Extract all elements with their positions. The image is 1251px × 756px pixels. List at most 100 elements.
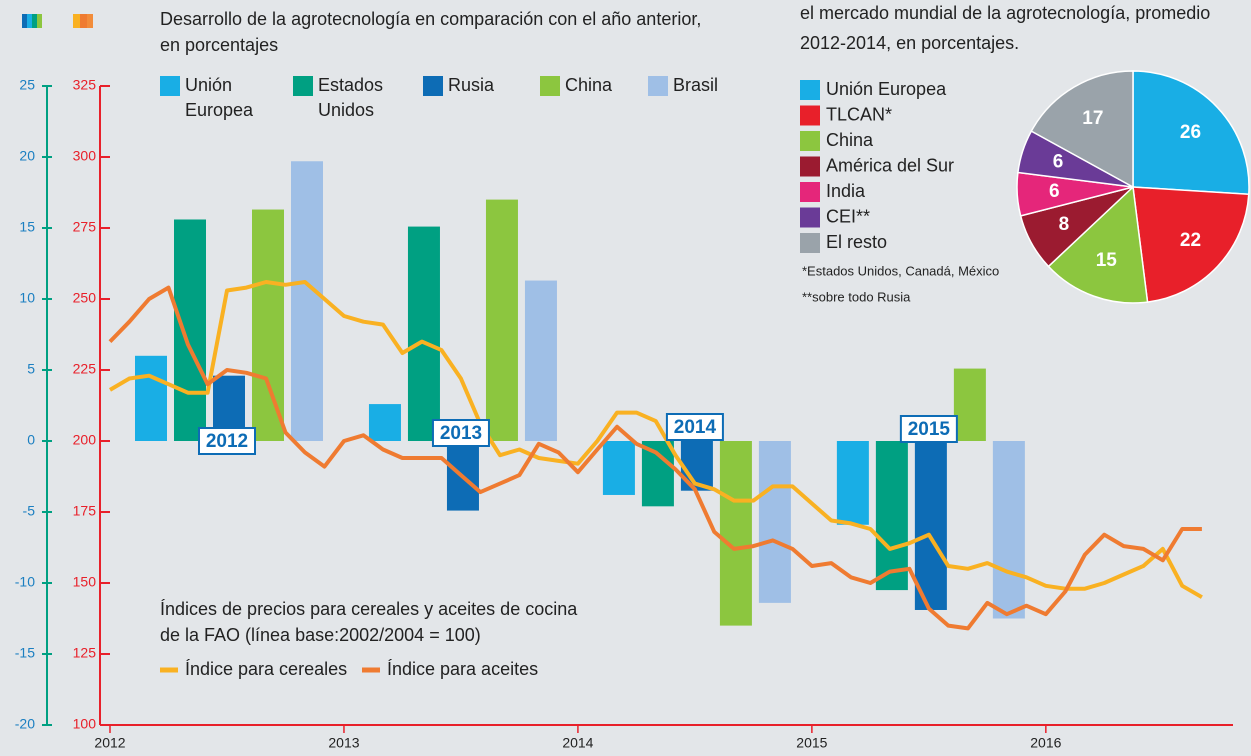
bar (485, 199, 518, 441)
y2-tick-label: 275 (73, 219, 97, 235)
legend-label: Índice para cereales (185, 659, 347, 679)
legend-label: Índice para aceites (387, 659, 538, 679)
title-line: Desarrollo de la agrotecnología en compa… (160, 9, 701, 29)
y2-tick-label: 175 (73, 503, 97, 519)
pie-slice (1047, 185, 1149, 304)
y2-tick-label: 100 (73, 716, 97, 732)
legend-swatch (800, 105, 820, 126)
x-tick-label: 2016 (1030, 735, 1061, 751)
legend-swatch (648, 76, 668, 96)
legend-label: América del Sur (826, 155, 954, 175)
pie-slice (1030, 70, 1134, 189)
bar (602, 441, 635, 495)
legend-swatch (160, 76, 180, 96)
y-tick-label: -5 (23, 503, 36, 519)
legend-label: Rusia (448, 75, 495, 95)
bar (719, 441, 752, 626)
title-line: 2012-2014, en porcentajes. (800, 33, 1019, 53)
y2-tick-label: 225 (73, 361, 97, 377)
bar (875, 441, 908, 591)
legend-swatch (800, 131, 820, 151)
legend-label: Unión Europea (185, 75, 254, 120)
legend-label: El resto (826, 232, 887, 252)
pie-label: 26 (1180, 122, 1201, 143)
y-tick-label: -10 (15, 574, 35, 590)
y2-tick-label: 125 (73, 645, 97, 661)
year-box (198, 427, 256, 455)
title-line: el mercado mundial de la agrotecnología,… (800, 3, 1210, 23)
legend-label: Unión Europea (826, 79, 947, 99)
pie-label: 8 (1059, 214, 1070, 235)
y-tick-label: 25 (19, 77, 35, 93)
year-label: 2014 (674, 417, 717, 438)
legend-swatch (800, 233, 820, 253)
pie-label: 22 (1180, 230, 1201, 251)
x-tick-label: 2014 (562, 735, 593, 751)
bar (252, 209, 284, 441)
legend-swatch (800, 156, 820, 177)
bar (953, 368, 986, 441)
legend-label: India (826, 181, 866, 201)
y-tick-label: 5 (27, 361, 35, 377)
bar (758, 441, 791, 603)
bar (524, 280, 557, 441)
y2-tick-label: 250 (73, 290, 97, 306)
year-box (665, 413, 724, 441)
y-tick-label: 10 (19, 290, 35, 306)
bar (174, 219, 206, 441)
pie-slice (1132, 70, 1250, 196)
legend-swatch (423, 76, 443, 96)
legend-swatch (800, 207, 820, 228)
x-tick-label: 2013 (328, 735, 359, 751)
pie-label: 17 (1082, 108, 1103, 129)
bar (914, 441, 947, 610)
x-tick-label: 2015 (796, 735, 827, 751)
y-tick-label: -15 (15, 645, 35, 661)
title-line: de la FAO (línea base:2002/2004 = 100) (160, 625, 481, 645)
year-label: 2012 (206, 431, 248, 452)
y2-tick-label: 325 (73, 77, 97, 93)
legend-label: China (826, 130, 874, 150)
legend-label: Brasil (673, 75, 718, 95)
legend-label: CEI** (826, 206, 870, 226)
y2-tick-label: 300 (73, 148, 97, 164)
pie-label: 6 (1053, 152, 1064, 173)
axis-icon-left (22, 14, 42, 28)
pie-slice (1132, 186, 1250, 303)
y2-tick-label: 200 (73, 432, 97, 448)
year-label: 2015 (908, 419, 951, 440)
bar (641, 441, 674, 507)
legend-swatch (800, 182, 820, 202)
legend-label: Estados Unidos (318, 75, 383, 120)
title-line: en porcentajes (160, 35, 278, 55)
bar (291, 161, 323, 441)
note: *Estados Unidos, Canadá, México (802, 263, 999, 278)
line (108, 285, 1202, 631)
axis-icon-right (73, 14, 93, 28)
line (108, 280, 1203, 599)
y-tick-label: 20 (19, 148, 35, 164)
title-line: Índices de precios para cereales y aceit… (160, 599, 578, 619)
y-tick-label: 0 (27, 432, 35, 448)
y2-tick-label: 150 (73, 574, 97, 590)
bar (368, 404, 401, 441)
bar (992, 441, 1025, 619)
note: **sobre todo Rusia (802, 289, 911, 304)
bar (836, 441, 869, 525)
y-tick-label: 15 (19, 219, 35, 235)
legend-label: TLCAN* (826, 104, 892, 124)
pie-label: 6 (1049, 181, 1060, 202)
bar (407, 226, 440, 441)
legend-swatch (540, 76, 560, 96)
year-box (431, 419, 490, 447)
year-box (899, 415, 958, 443)
year-label: 2013 (440, 423, 482, 444)
x-tick-label: 2012 (94, 735, 125, 751)
legend-swatch (293, 76, 313, 96)
legend-label: China (565, 75, 613, 95)
y-tick-label: -20 (15, 716, 35, 732)
legend-swatch (800, 80, 820, 100)
pie-label: 15 (1096, 250, 1118, 271)
bar (135, 355, 167, 441)
